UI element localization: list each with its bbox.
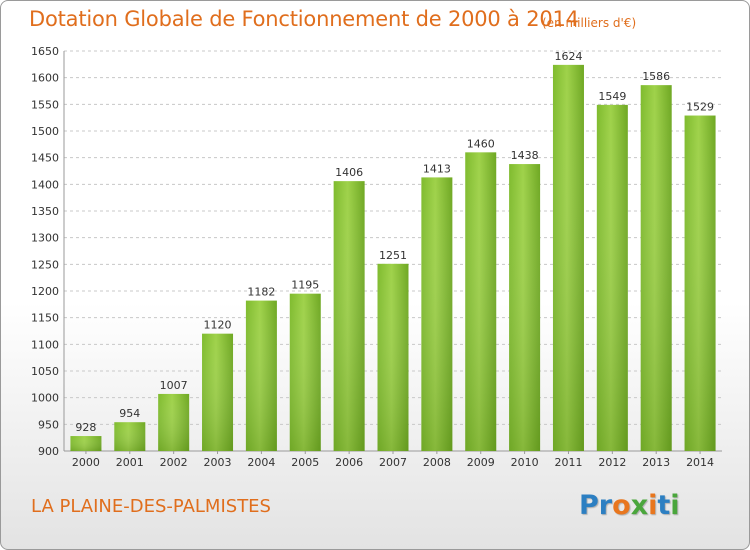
label-layer: 928 954 1007 1120 1182 1195 1406 1251 1413 1460 14… <box>75 50 714 434</box>
x-tick-label: 2001 <box>116 456 144 469</box>
x-tick-label: 2013 <box>642 456 670 469</box>
y-tick-label: 1300 <box>31 232 59 245</box>
y-tick-label: 1350 <box>31 205 59 218</box>
bar-shade <box>421 177 453 451</box>
logo-letter: r <box>598 490 613 521</box>
x-tick-label: 2007 <box>379 456 407 469</box>
x-tick-label: 2000 <box>72 456 100 469</box>
value-label: 1251 <box>379 249 407 262</box>
value-label: 1007 <box>160 379 188 392</box>
y-tick-label: 1150 <box>31 312 59 325</box>
bar-shade <box>333 181 365 451</box>
y-tick-label: 1600 <box>31 72 59 85</box>
x-tick-label: 2011 <box>554 456 582 469</box>
x-tick-label: 2004 <box>247 456 275 469</box>
y-tick-label: 1550 <box>31 98 59 111</box>
x-tick-label: 2003 <box>204 456 232 469</box>
value-label: 1182 <box>247 286 275 299</box>
bar-layer <box>70 64 716 452</box>
bar-shade <box>377 263 409 451</box>
commune-name: LA PLAINE-DES-PALMISTES <box>31 496 271 517</box>
value-label: 1460 <box>467 137 495 150</box>
bar-shade <box>552 64 584 451</box>
bar-shade <box>70 436 102 451</box>
value-label: 1438 <box>511 149 539 162</box>
y-tick-label: 950 <box>38 418 59 431</box>
bar-shade <box>640 85 672 451</box>
logo-letter: i <box>670 490 680 521</box>
value-label: 954 <box>119 407 140 420</box>
value-label: 1549 <box>598 90 626 103</box>
bar-shade <box>114 422 146 451</box>
value-label: 1529 <box>686 101 714 114</box>
x-tick-label: 2005 <box>291 456 319 469</box>
bar-shade <box>245 300 277 451</box>
x-tick-label: 2012 <box>598 456 626 469</box>
y-tick-label: 900 <box>38 445 59 458</box>
chart-title: Dotation Globale de Fonctionnement de 20… <box>29 7 579 31</box>
value-label: 1120 <box>204 319 232 332</box>
value-label: 1406 <box>335 166 363 179</box>
bar-shade <box>158 393 190 451</box>
y-tick-label: 1100 <box>31 338 59 351</box>
y-tick-label: 1650 <box>31 45 59 58</box>
y-tick-label: 1200 <box>31 285 59 298</box>
y-tick-label: 1000 <box>31 392 59 405</box>
value-label: 1195 <box>291 279 319 292</box>
logo-letter: i <box>648 490 658 521</box>
value-label: 1586 <box>642 70 670 83</box>
bar-shade <box>509 164 541 452</box>
logo-letter: o <box>612 490 631 521</box>
x-tick-label: 2006 <box>335 456 363 469</box>
chart-unit-note: (en milliers d'€) <box>542 16 637 30</box>
bar-shade <box>596 104 628 451</box>
logo-letter: P <box>579 490 599 521</box>
x-tick-label: 2008 <box>423 456 451 469</box>
x-tick-label: 2002 <box>160 456 188 469</box>
value-label: 1624 <box>554 50 582 63</box>
value-label: 928 <box>75 421 96 434</box>
logo-letter: x <box>630 490 649 521</box>
logo-letter: t <box>657 490 671 521</box>
y-tick-label: 1500 <box>31 125 59 138</box>
y-tick-label: 1250 <box>31 258 59 271</box>
y-tick-label: 1400 <box>31 178 59 191</box>
bar-shade <box>465 152 497 452</box>
bar-shade <box>684 115 716 452</box>
x-tick-label: 2014 <box>686 456 714 469</box>
value-label: 1413 <box>423 162 451 175</box>
x-tick-label: 2010 <box>511 456 539 469</box>
axis-layer: 900 950 1000 1050 1100 1150 1200 1250 1300 1350 14… <box>31 45 722 469</box>
bar-shade <box>202 333 234 451</box>
bar-shade <box>289 293 321 451</box>
y-tick-label: 1050 <box>31 365 59 378</box>
y-tick-label: 1450 <box>31 152 59 165</box>
proxiti-logo: Proxiti <box>579 490 680 521</box>
x-tick-label: 2009 <box>467 456 495 469</box>
